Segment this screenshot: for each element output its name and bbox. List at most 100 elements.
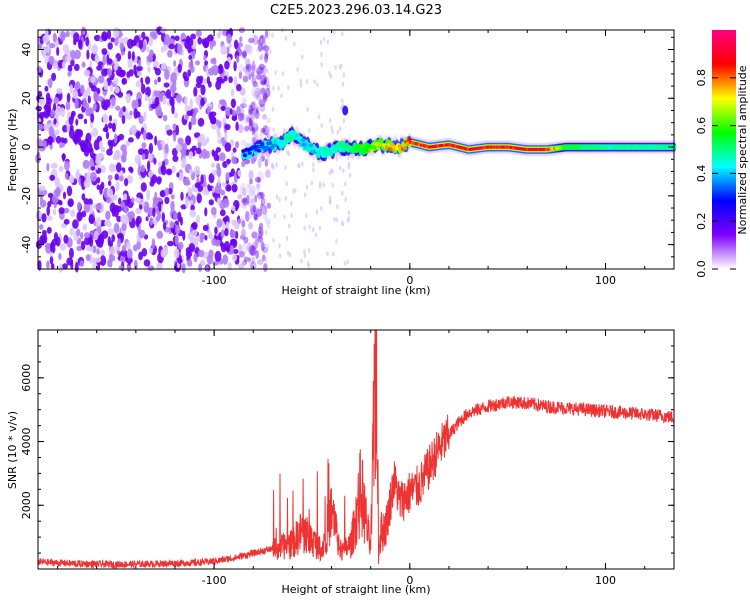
noise-blob	[93, 230, 99, 241]
noise-blob	[124, 178, 129, 187]
noise-blob	[46, 162, 50, 172]
noise-blob	[258, 99, 266, 108]
noise-blob	[63, 218, 70, 225]
noise-blob	[175, 144, 182, 152]
colorbar-gradient	[712, 30, 736, 269]
noise-blob	[49, 256, 54, 265]
noise-blob	[54, 105, 62, 117]
noise-blob	[237, 169, 242, 177]
noise-blob	[220, 229, 225, 238]
noise-blob	[130, 126, 137, 135]
noise-blob	[107, 68, 112, 77]
noise-blob	[333, 217, 336, 222]
noise-blob	[263, 243, 270, 250]
noise-blob	[342, 72, 346, 78]
noise-blob	[174, 112, 178, 119]
noise-blob	[254, 132, 257, 138]
noise-blob	[269, 49, 272, 55]
noise-blob	[145, 216, 149, 222]
noise-blob	[243, 159, 250, 165]
noise-blob	[149, 31, 157, 38]
noise-blob	[224, 142, 232, 152]
noise-blob	[247, 242, 253, 253]
noise-blob	[320, 123, 323, 129]
noise-blob	[78, 39, 83, 50]
noise-blob	[245, 210, 250, 222]
noise-blob	[252, 60, 255, 66]
noise-blob	[308, 247, 311, 253]
noise-blob	[251, 126, 256, 136]
noise-blob	[246, 115, 252, 121]
noise-blob	[249, 119, 254, 127]
noise-blob	[275, 194, 279, 200]
noise-blob	[173, 60, 177, 67]
noise-blob	[271, 106, 275, 112]
noise-blob	[109, 246, 116, 256]
noise-blob	[316, 82, 319, 88]
noise-blob	[305, 184, 309, 190]
ridge-cell	[369, 148, 375, 153]
noise-blob	[90, 76, 96, 84]
noise-blob	[248, 63, 252, 74]
noise-blob	[188, 121, 192, 131]
noise-blob	[249, 186, 255, 197]
noise-blob	[313, 79, 316, 85]
noise-blob	[330, 125, 333, 131]
noise-blob	[138, 39, 144, 50]
noise-blob	[126, 265, 132, 271]
noise-blob	[347, 210, 351, 216]
noise-blob	[77, 113, 84, 120]
noise-blob	[218, 28, 222, 37]
noise-blob	[253, 262, 257, 268]
noise-blob	[233, 61, 237, 72]
noise-blob	[238, 71, 243, 79]
noise-blob	[207, 230, 212, 239]
noise-blob	[243, 236, 249, 244]
noise-blob	[41, 229, 47, 236]
noise-blob	[210, 116, 216, 125]
noise-blob	[106, 29, 112, 40]
noise-blob	[239, 186, 243, 197]
noise-blob	[191, 229, 198, 237]
noise-blob	[110, 37, 115, 43]
noise-blob	[151, 238, 156, 250]
colorbar-tick-label: 0.4	[695, 165, 708, 183]
colorbar-tick-label: 0.6	[695, 117, 708, 135]
noise-blob	[222, 254, 229, 265]
noise-blob	[258, 65, 264, 76]
noise-blob	[251, 62, 256, 73]
noise-blob	[293, 41, 296, 47]
figure-title: C2E5.2023.296.03.14.G23	[270, 3, 442, 18]
noise-blob	[129, 167, 134, 174]
noise-blob	[215, 80, 222, 90]
noise-blob	[203, 37, 210, 49]
noise-blob	[119, 42, 125, 51]
noise-blob	[250, 109, 255, 121]
noise-blob	[250, 198, 255, 204]
noise-blob	[244, 125, 249, 132]
noise-blob	[287, 250, 290, 256]
noise-blob	[64, 160, 70, 171]
noise-blob	[138, 115, 144, 125]
noise-blob	[299, 78, 302, 84]
noise-blob	[135, 80, 142, 88]
noise-blob	[190, 33, 196, 40]
noise-blob	[208, 173, 215, 184]
x-tick-label: -100	[202, 274, 227, 287]
noise-blob	[264, 257, 268, 263]
noise-blob	[92, 245, 97, 254]
noise-blob	[42, 34, 50, 44]
noise-blob	[228, 42, 232, 49]
noise-blob	[255, 236, 259, 245]
noise-blob	[198, 263, 203, 272]
noise-blob	[82, 97, 87, 109]
noise-blob	[116, 162, 122, 173]
noise-blob	[205, 66, 210, 77]
noise-blob	[229, 229, 236, 239]
ridge-cell	[286, 134, 292, 139]
noise-blob	[228, 76, 233, 84]
noise-blob	[90, 171, 97, 182]
noise-blob	[260, 228, 264, 237]
noise-blob	[248, 109, 253, 116]
noise-blob	[80, 84, 85, 95]
